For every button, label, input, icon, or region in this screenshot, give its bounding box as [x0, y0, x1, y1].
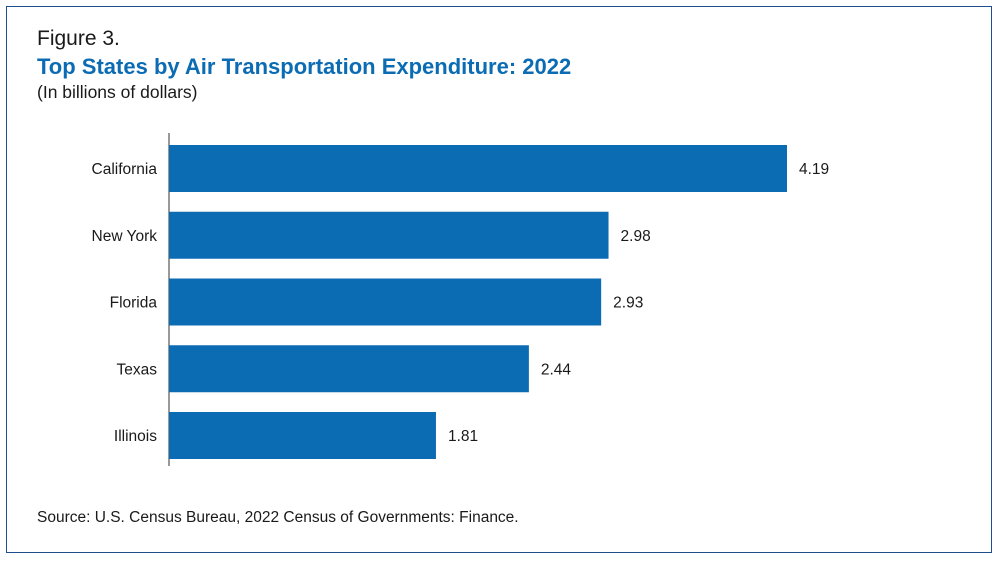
- category-label: California: [92, 161, 158, 178]
- data-label: 4.19: [799, 161, 829, 178]
- category-label: Texas: [117, 361, 158, 378]
- figure-label: Figure 3.: [37, 27, 120, 50]
- data-label: 2.98: [621, 228, 651, 245]
- bar-texas: [169, 345, 529, 393]
- bar-new-york: [169, 211, 609, 259]
- chart-subtitle: (In billions of dollars): [37, 82, 198, 102]
- category-label: Illinois: [114, 428, 157, 445]
- chart-title: Top States by Air Transportation Expendi…: [37, 54, 572, 79]
- category-label: New York: [92, 228, 158, 245]
- data-label: 2.44: [541, 361, 572, 378]
- figure-frame: [6, 6, 992, 553]
- data-label: 1.81: [448, 428, 478, 445]
- data-label: 2.93: [613, 295, 643, 312]
- bar-california: [169, 145, 787, 192]
- bar-illinois: [169, 412, 436, 459]
- bar-florida: [169, 278, 602, 326]
- category-label: Florida: [110, 295, 158, 312]
- source-note: Source: U.S. Census Bureau, 2022 Census …: [37, 509, 519, 526]
